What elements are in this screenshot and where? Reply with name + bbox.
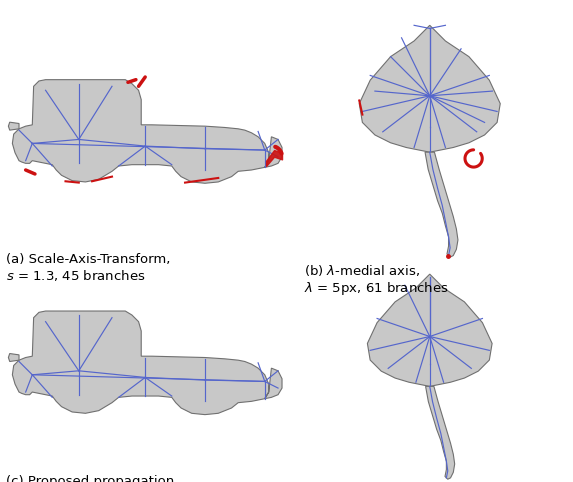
- Polygon shape: [13, 80, 282, 183]
- Text: (c) Proposed propagation,
$\varepsilon$ = 1px, 35 branches: (c) Proposed propagation, $\varepsilon$ …: [6, 475, 178, 482]
- Polygon shape: [425, 152, 458, 257]
- Polygon shape: [359, 25, 500, 152]
- Text: (b) $\lambda$-medial axis,
$\lambda$ = 5px, 61 branches: (b) $\lambda$-medial axis, $\lambda$ = 5…: [304, 263, 448, 297]
- Polygon shape: [367, 274, 492, 387]
- Text: (a) Scale-Axis-Transform,
$s$ = 1.3, 45 branches: (a) Scale-Axis-Transform, $s$ = 1.3, 45 …: [6, 253, 170, 283]
- Polygon shape: [426, 387, 455, 479]
- Polygon shape: [9, 353, 19, 362]
- Polygon shape: [9, 122, 19, 130]
- Polygon shape: [13, 311, 282, 415]
